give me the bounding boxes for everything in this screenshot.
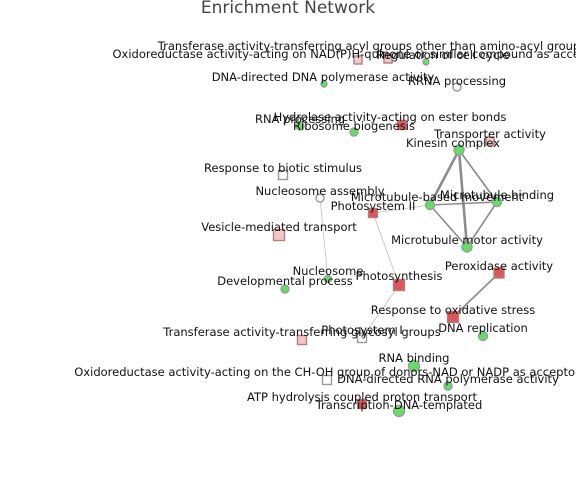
node-label-n3: Regulation of cell cycle: [377, 48, 510, 62]
node-label-n14: Microtubule binding: [440, 188, 554, 202]
node-label-n10: Kinesin complex: [406, 136, 500, 150]
node-label-n18: Peroxidase activity: [445, 259, 553, 273]
node-label-n30: Transcription-DNA-templated: [315, 398, 483, 412]
node-label-n11: Response to biotic stimulus: [204, 161, 362, 175]
node-label-n25: Photosystem I: [321, 323, 402, 337]
node-label-n21: Developmental process: [217, 274, 353, 288]
node-label-n26: RNA binding: [379, 351, 450, 365]
node-label-n28: DNA-directed RNA polymerase activity: [337, 372, 559, 386]
node-label-n5: RRNA processing: [408, 74, 506, 88]
node-label-n8: Ribosome biogenesis: [293, 119, 415, 133]
node-label-n16: Vesicle-mediated transport: [201, 220, 357, 234]
node-label-n22: Response to oxidative stress: [371, 303, 535, 317]
node-label-n20: Photosynthesis: [356, 269, 443, 283]
node-label-n17: Microtubule motor activity: [391, 233, 543, 247]
node-label-n15: Photosystem II: [331, 199, 416, 213]
node-label-n23: DNA replication: [438, 321, 528, 335]
node-label-n4: DNA-directed DNA polymerase activity: [212, 70, 435, 84]
figure-title: Enrichment Network: [201, 0, 375, 18]
label-layer: Transferase activity-transferring acyl g…: [74, 39, 576, 412]
